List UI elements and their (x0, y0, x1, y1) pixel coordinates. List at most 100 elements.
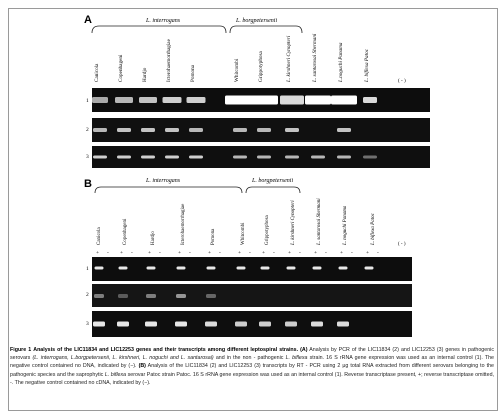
panel-a-band-row1 (250, 95, 278, 105)
panel-a-lane-label: L. santarosai Shermani (312, 33, 318, 83)
panel-a-band-row3 (117, 155, 131, 159)
panel-b-rt-minus: - (351, 250, 353, 256)
panel-a-lane-label: Canicola (94, 63, 100, 82)
panel-a-lane-label: L. biflexa Patoc (363, 48, 370, 83)
panel-a-band-row2 (117, 128, 131, 132)
panel-a-band-row2 (141, 128, 155, 132)
panel-a-band-row1 (115, 97, 133, 103)
panel-b-rt-plus: + (288, 250, 291, 256)
panel-b-band-row1 (206, 266, 216, 270)
panel-b-band-row2 (94, 294, 104, 298)
panel-b-rt-minus: - (131, 250, 133, 256)
panel-a-band-row3 (141, 155, 155, 159)
panel-a-band-row2 (337, 128, 351, 132)
panel-b-lane-label: ( - ) (398, 242, 406, 247)
caption-part-a-text2: and in the non - pathogenic (215, 355, 284, 362)
panel-b-rt-minus: - (273, 250, 275, 256)
panel-b-band-row1 (236, 266, 246, 270)
caption-part-b-label: (B) (138, 363, 146, 370)
panel-a-band-row2 (189, 128, 203, 132)
panel-b-rt-minus: - (249, 250, 251, 256)
panel-b-band-row3 (93, 321, 105, 327)
figure-frame (8, 8, 498, 411)
panel-b-rt-plus: + (120, 250, 123, 256)
panel-b-lane-label: Canicola (97, 226, 102, 245)
panel-a-band-row2 (165, 128, 179, 132)
panel-b-rt-minus: - (189, 250, 191, 256)
panel-a-row-label: 3 (86, 154, 89, 160)
panel-a-band-row3 (257, 155, 271, 159)
panel-a-lane-label: Copenhageni (118, 54, 124, 82)
panel-b-group-left: L. interrogans (145, 178, 181, 184)
panel-a-lane-label: L. kirshneri Cynopteri (286, 35, 292, 83)
panel-b-band-row1 (176, 266, 186, 270)
caption-part-a-text3: strain. 16 S rRNA gene expression was us… (10, 355, 494, 370)
caption-part-a-species2: L. biflexa (285, 355, 308, 362)
panel-b-band-row3 (259, 321, 271, 327)
panel-a-band-row1 (139, 97, 157, 103)
panel-b-band-row1 (118, 266, 128, 270)
panel-a-band-row1 (363, 97, 377, 103)
panel-b-lane-label: L. noguchi Panama (343, 205, 348, 246)
panel-a-lane-label: Whitcombi (234, 58, 240, 82)
panel-a-band-row1 (331, 95, 357, 105)
panel-a-band-row2 (257, 128, 271, 132)
panel-a-band-row3 (165, 155, 179, 159)
panel-a-bracket-right (229, 25, 303, 34)
panel-b-row-label: 3 (86, 321, 89, 327)
panel-a-lane-label: Pomona (190, 64, 196, 82)
panel-a-band-row3 (311, 155, 325, 159)
panel-b-rt-minus: - (159, 250, 161, 256)
panel-a-band-row1 (225, 95, 255, 105)
panel-a-lane-label: Icterohaemorrhagiae (166, 38, 172, 82)
panel-a-group-right: L. borgpetersenii (235, 18, 277, 24)
panel-b-band-row1 (94, 266, 104, 270)
panel-a-lane-label: Grippotyphosa (258, 50, 264, 82)
caption-part-a-species: (L. interrogans, L.borgpetersenii, L. ki… (32, 355, 214, 362)
panel-b-lane-label: L. kirshneri Cynopteri (291, 200, 296, 246)
panel-a-lane-labels: Canicola Copenhageni Hardjo Icterohaemorrha… (94, 33, 406, 84)
panel-b-band-row2 (206, 294, 216, 298)
panel-a-bracket-left (91, 25, 227, 34)
panel-b-rt-minus: - (299, 250, 301, 256)
panel-b-band-row2 (146, 294, 156, 298)
panel-b-rt-plus: + (262, 250, 265, 256)
panel-b-band-row2 (118, 294, 128, 298)
panel-b-bands (93, 266, 374, 327)
panel-b-gel-1 (92, 257, 412, 281)
panel-a-row-labels: 1 2 3 (86, 98, 89, 160)
panel-b-band-row3 (175, 321, 187, 327)
panel-a-lane-label: L.noguchi Panama (338, 42, 344, 83)
panel-b-band-row1 (146, 266, 156, 270)
panel-b-lane-label: Copenhageni (123, 218, 128, 245)
caption-part-a-label: (A) (300, 347, 308, 353)
panel-a-band-row1 (162, 97, 182, 103)
panel-b-lane-label: L. santarosai Shermani (317, 198, 322, 246)
panel-b-lane-label: Pomona (211, 228, 216, 245)
panel-a-band-row3 (363, 155, 377, 159)
panel-b-lane-label: Hardjo (151, 231, 156, 245)
caption-part-b-text: Analysis of the LIC11834 (2) and LIC1225… (10, 363, 494, 378)
panel-b-gel-3 (92, 311, 412, 337)
panel-b-bracket-left (94, 186, 243, 194)
caption-part-b-species: L. biflexa (104, 371, 127, 378)
panel-b-band-row3 (285, 321, 297, 327)
panel-b-lane-label: Whitcombi (241, 222, 246, 245)
caption-title: Analysis of the LIC11834 and LIC12253 ge… (33, 347, 299, 353)
panel-b-rt-plus: + (314, 250, 317, 256)
panel-a-band-row1 (305, 95, 331, 105)
panel-b-rt-plus: + (178, 250, 181, 256)
panel-b-lane-label: Grippotyphosa (265, 215, 270, 246)
figure-caption: Figure 1 Analysis of the LIC11834 and LI… (10, 346, 494, 387)
panel-b-lane-label: L. biflexa Patoc (371, 212, 376, 246)
panel-a-band-row2 (285, 128, 299, 132)
panel-a-band-row2 (93, 128, 107, 132)
panel-b-band-row3 (311, 321, 323, 327)
panel-b-band-row3 (337, 321, 349, 327)
panel-b-row-labels: 1 2 3 (86, 266, 89, 327)
panel-a-band-row3 (337, 155, 351, 159)
panel-a-band-row2 (233, 128, 247, 132)
panel-b-band-row1 (286, 266, 296, 270)
caption-part-b-text2: serovar Patoc strain Patoc. 16 S rRNA ge… (10, 371, 494, 386)
